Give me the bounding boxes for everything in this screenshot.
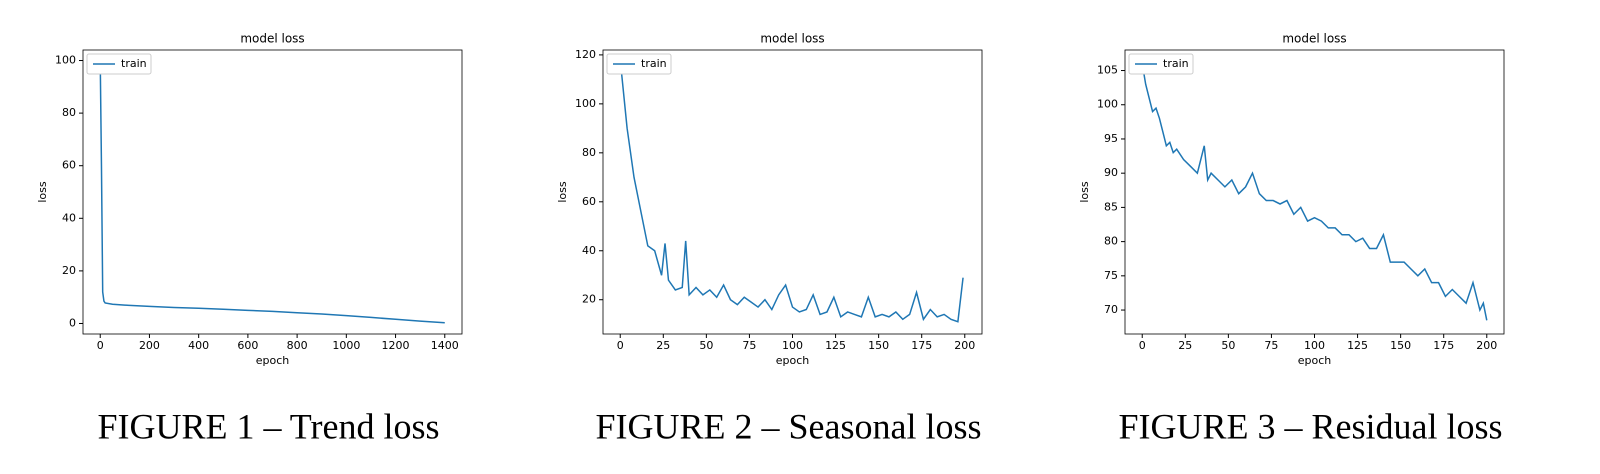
- loss-line: [99, 60, 445, 324]
- x-tick-label: 200: [139, 339, 160, 352]
- y-tick-label: 40: [62, 211, 76, 224]
- y-tick-label: 100: [575, 97, 596, 110]
- chart: model loss epoch loss FIGURE 1 – Trend loss…: [36, 32, 463, 446]
- x-tick-label: 50: [1221, 339, 1235, 352]
- y-axis-label: loss: [556, 181, 569, 203]
- y-tick-label: 60: [582, 195, 596, 208]
- y-tick-label: 40: [582, 244, 596, 257]
- x-tick-label: 200: [954, 339, 975, 352]
- y-tick-label: 0: [69, 316, 76, 329]
- chart: model loss epoch loss FIGURE 2 – Seasonal l…: [556, 32, 983, 446]
- x-tick-label: 75: [1264, 339, 1278, 352]
- legend-box: [606, 53, 672, 75]
- plot-frame: [82, 49, 463, 335]
- y-tick-label: 120: [575, 48, 596, 61]
- legend-box: [86, 53, 152, 75]
- loss-line: [1141, 63, 1488, 321]
- x-tick-label: 75: [742, 339, 756, 352]
- plot-frame: [602, 49, 983, 335]
- y-axis-label: loss: [1078, 181, 1091, 203]
- y-tick-label: 60: [62, 159, 76, 172]
- x-tick-label: 1000: [332, 339, 360, 352]
- caption: FIGURE 1 – Trend loss: [97, 406, 439, 446]
- x-tick-label: 150: [868, 339, 889, 352]
- chart-title: model loss: [240, 32, 304, 46]
- x-tick-label: 1400: [431, 339, 459, 352]
- y-tick-label: 80: [582, 146, 596, 159]
- y-tick-label: 100: [1097, 98, 1118, 111]
- x-tick-label: 0: [97, 339, 104, 352]
- x-tick-label: 400: [188, 339, 209, 352]
- y-tick-label: 105: [1097, 64, 1118, 77]
- y-axis-label: loss: [36, 181, 49, 203]
- chart-title: model loss: [1282, 32, 1346, 46]
- x-tick-label: 125: [825, 339, 846, 352]
- x-tick-label: 150: [1390, 339, 1411, 352]
- caption: FIGURE 3 – Residual loss: [1118, 406, 1502, 446]
- x-tick-label: 800: [287, 339, 308, 352]
- y-tick-label: 70: [1104, 303, 1118, 316]
- plot-frame: [1124, 49, 1505, 335]
- y-tick-label: 80: [62, 106, 76, 119]
- caption: FIGURE 2 – Seasonal loss: [596, 406, 982, 446]
- x-tick-label: 600: [237, 339, 258, 352]
- y-tick-label: 80: [1104, 235, 1118, 248]
- legend-label: train: [641, 57, 667, 70]
- y-tick-label: 20: [582, 293, 596, 306]
- chart-title: model loss: [760, 32, 824, 46]
- x-tick-label: 100: [1304, 339, 1325, 352]
- x-tick-label: 0: [1139, 339, 1146, 352]
- y-tick-label: 100: [55, 54, 76, 67]
- legend-box: [1128, 53, 1194, 75]
- x-tick-label: 175: [911, 339, 932, 352]
- x-tick-label: 100: [782, 339, 803, 352]
- x-axis-label: epoch: [1298, 354, 1332, 367]
- x-tick-label: 0: [617, 339, 624, 352]
- legend-label: train: [1163, 57, 1189, 70]
- x-tick-label: 175: [1433, 339, 1454, 352]
- y-tick-label: 75: [1104, 269, 1118, 282]
- y-tick-label: 95: [1104, 132, 1118, 145]
- y-tick-label: 85: [1104, 200, 1118, 213]
- x-tick-label: 25: [656, 339, 670, 352]
- x-tick-label: 125: [1347, 339, 1368, 352]
- chart: model loss epoch loss FIGURE 3 – Residual l…: [1078, 32, 1505, 446]
- x-tick-label: 50: [699, 339, 713, 352]
- y-tick-label: 20: [62, 264, 76, 277]
- x-tick-label: 25: [1178, 339, 1192, 352]
- x-tick-label: 200: [1476, 339, 1497, 352]
- y-tick-label: 90: [1104, 166, 1118, 179]
- x-tick-label: 1200: [382, 339, 410, 352]
- x-axis-label: epoch: [776, 354, 810, 367]
- loss-line: [619, 59, 964, 323]
- legend-label: train: [121, 57, 147, 70]
- x-axis-label: epoch: [256, 354, 290, 367]
